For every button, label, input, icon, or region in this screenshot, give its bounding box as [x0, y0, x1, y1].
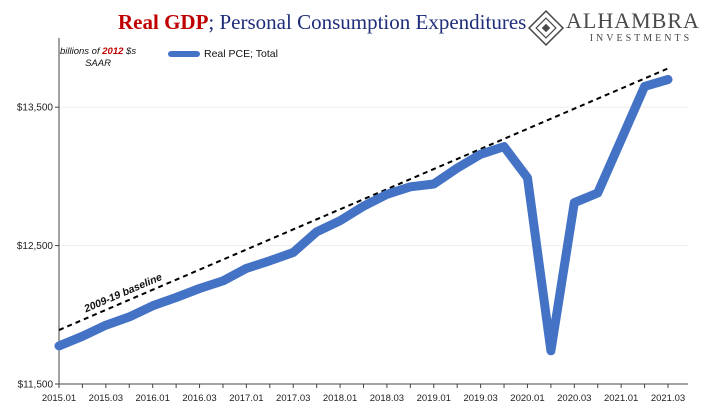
- x-tick-label: 2016.01: [136, 393, 170, 404]
- units-prefix: billions of: [60, 46, 103, 57]
- axis-layer: [55, 38, 688, 388]
- x-tick-label: 2019.03: [463, 393, 497, 404]
- x-tick-label: 2020.03: [557, 393, 591, 404]
- x-tick-label: 2019.01: [417, 393, 451, 404]
- x-tick-label: 2020.01: [510, 393, 544, 404]
- y-tick-label: $12,500: [17, 241, 54, 252]
- x-tick-label: 2017.03: [276, 393, 310, 404]
- chart-legend: Real PCE; Total: [168, 48, 278, 60]
- units-year: 2012: [102, 46, 124, 57]
- x-tick-label: 2015.01: [42, 393, 76, 404]
- title-separator: ;: [208, 10, 220, 34]
- x-tick-label: 2021.01: [604, 393, 638, 404]
- legend-label: Real PCE; Total: [204, 48, 278, 60]
- units-saar: SAAR: [85, 58, 111, 69]
- x-tick-label: 2021.03: [651, 393, 685, 404]
- x-tick-label: 2016.03: [182, 393, 216, 404]
- grid-layer: [59, 106, 688, 247]
- units-note: billions of 2012 $s SAAR: [60, 46, 136, 70]
- title-part-pce: Personal Consumption Expenditures: [219, 10, 527, 34]
- logo-subtitle: INVESTMENTS: [589, 33, 693, 44]
- pce-series-line: [54, 75, 673, 356]
- baseline-trend-line: [58, 67, 669, 331]
- logo-text: ALHAMBRA INVESTMENTS: [566, 9, 700, 45]
- chart-title: Real GDP; Personal Consumption Expenditu…: [118, 10, 526, 35]
- legend-swatch: [168, 51, 200, 57]
- units-suffix: $s: [123, 46, 137, 57]
- y-tick-label: $11,500: [18, 380, 54, 391]
- y-tick-labels: $11,500 $12,500 $13,500: [17, 103, 54, 391]
- logo-name: ALHAMBRA: [566, 8, 700, 33]
- x-tick-labels: 2015.01 2015.03 2016.01 2016.03 2017.01 2017.…: [42, 393, 685, 404]
- x-tick-label: 2018.03: [370, 393, 404, 404]
- y-tick-label: $13,500: [17, 103, 54, 114]
- title-part-gdp: Real GDP: [118, 10, 209, 34]
- series-layer: [54, 67, 673, 356]
- x-tick-label: 2017.01: [229, 393, 263, 404]
- x-tick-label: 2018.01: [323, 393, 357, 404]
- x-tick-label: 2015.03: [89, 393, 123, 404]
- alhambra-logo-icon: [527, 9, 565, 47]
